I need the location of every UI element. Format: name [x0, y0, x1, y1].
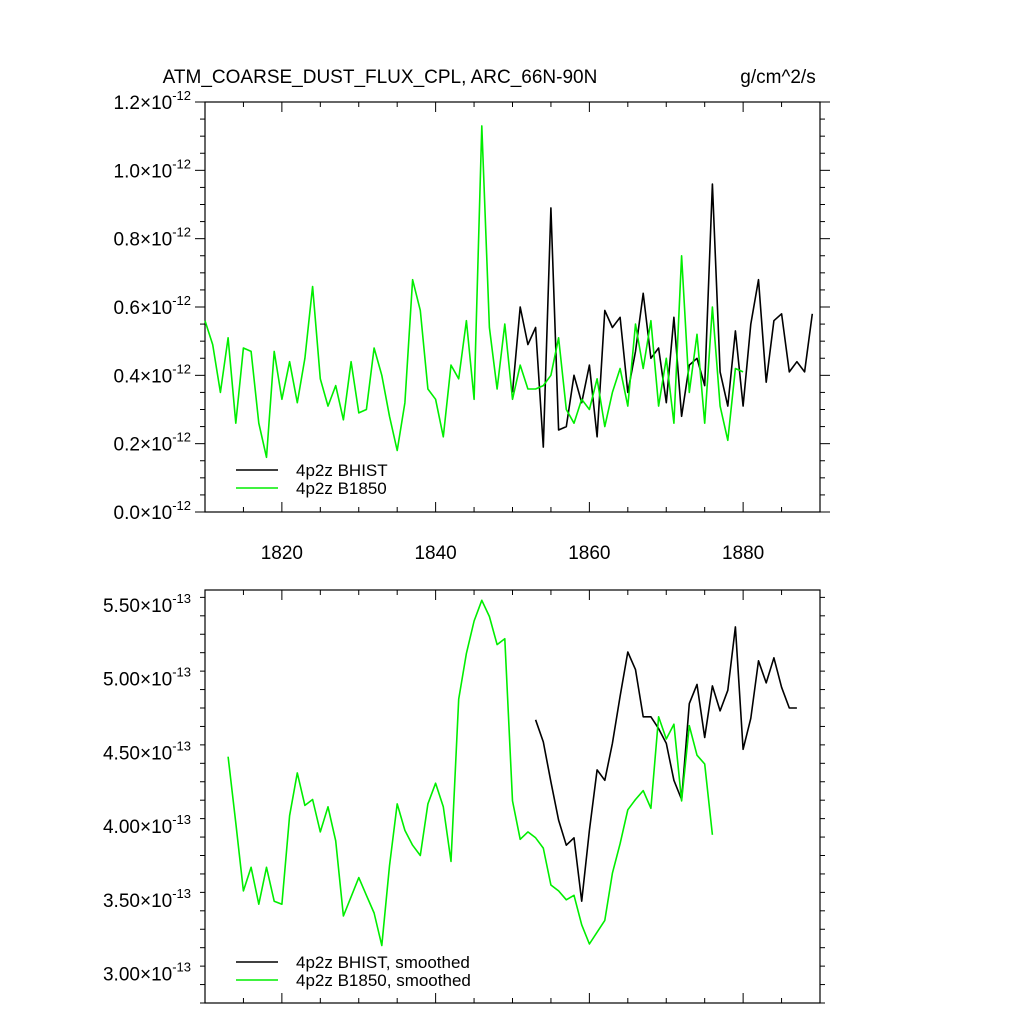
chart-title: ATM_COARSE_DUST_FLUX_CPL, ARC_66N-90N — [163, 67, 598, 88]
series-line-bhist — [534, 626, 797, 903]
x-tick-label: 1820 — [261, 543, 303, 564]
y-tick-label: 0.8×10-12 — [114, 225, 191, 251]
x-tick-label: 1880 — [722, 543, 764, 564]
y-tick-label: 4.00×10-13 — [103, 812, 191, 838]
legend-label: 4p2z B1850 — [296, 479, 387, 498]
y-tick-label: 5.50×10-13 — [103, 591, 191, 617]
y-tick-label: 1.0×10-12 — [114, 156, 191, 182]
y-tick-label: 0.6×10-12 — [114, 293, 191, 319]
plot-bottom: 3.00×10-13 3.50×10-13 4.00×10-13 4.50×10-13… — [103, 589, 825, 1004]
plot-top: 1820 1840 1860 1880 0.0×10-12 0.2×10-12 0.4×10… — [114, 88, 830, 564]
legend-label: 4p2z BHIST — [296, 461, 388, 480]
y-tick-label: 0.4×10-12 — [114, 361, 191, 387]
series-line-b1850 — [204, 125, 744, 459]
y-tick-label: 3.00×10-13 — [103, 960, 191, 986]
x-tick-label: 1840 — [414, 543, 456, 564]
y-tick-label: 5.00×10-13 — [103, 665, 191, 691]
legend-label: 4p2z BHIST, smoothed — [296, 953, 470, 972]
series-line-b1850 — [227, 599, 714, 947]
chart-units: g/cm^2/s — [740, 67, 815, 88]
y-tick-label: 0.2×10-12 — [114, 430, 191, 456]
plot-frame — [204, 101, 821, 513]
legend-label: 4p2z B1850, smoothed — [296, 971, 471, 990]
y-tick-label: 3.50×10-13 — [103, 886, 191, 912]
x-tick-label: 1860 — [568, 543, 610, 564]
y-tick-label: 4.50×10-13 — [103, 738, 191, 764]
y-tick-label: 1.2×10-12 — [114, 88, 191, 114]
series-line-bhist — [511, 183, 814, 448]
y-tick-label: 0.0×10-12 — [114, 498, 191, 524]
